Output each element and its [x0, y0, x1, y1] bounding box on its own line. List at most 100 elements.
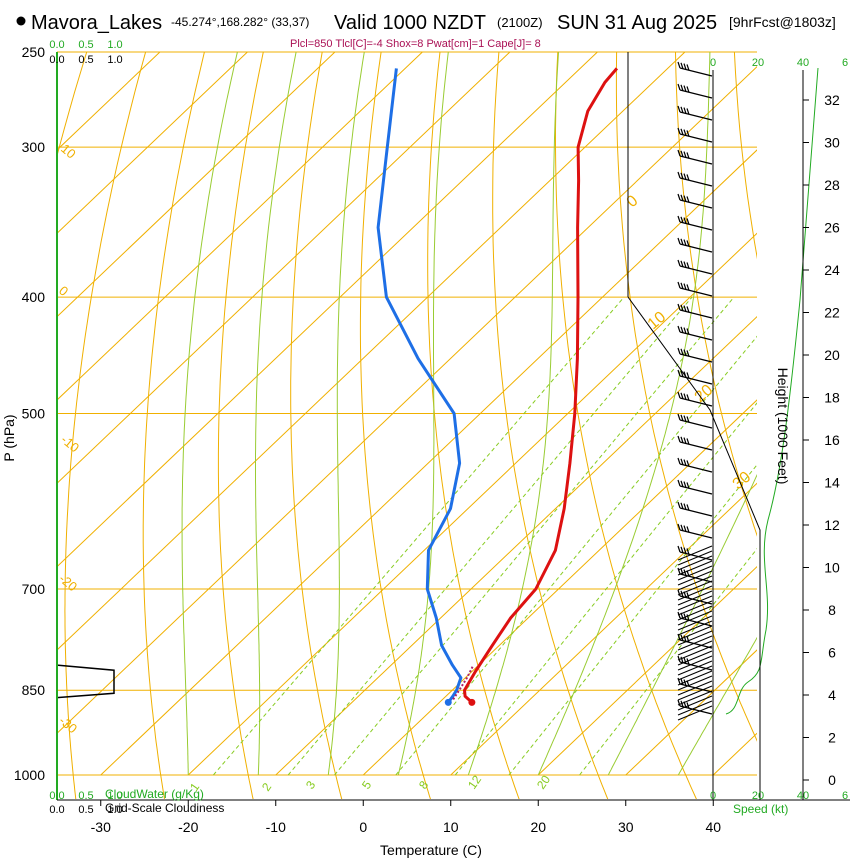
- pressure-tick-label: 700: [22, 581, 46, 597]
- isotherm-label: 10: [58, 141, 79, 162]
- speed-label: Speed (kt): [733, 802, 788, 816]
- wind-barb-flag: [678, 260, 680, 266]
- isotherm-label: -10: [58, 432, 82, 456]
- wind-barb: [680, 68, 712, 76]
- wind-barb-flag: [678, 62, 680, 68]
- pressure-tick-label: 1000: [14, 767, 45, 783]
- x-axis-label: Temperature (C): [380, 842, 482, 858]
- wind-barb-flag: [678, 172, 680, 178]
- wind-barb-flag: [678, 216, 680, 222]
- dry-adiabat-line: [218, 31, 268, 801]
- temperature-line: [465, 68, 617, 702]
- height-tick-label: 12: [824, 517, 840, 533]
- pressure-tick-label: 250: [22, 44, 46, 60]
- cloudwater-label: CloudWater (g/Kg): [105, 787, 204, 801]
- pressure-tick-label: 500: [22, 406, 46, 422]
- panel-divider-lower: [628, 297, 760, 800]
- wind-barb-flag: [678, 436, 680, 442]
- wind-barb: [680, 310, 712, 318]
- wind-barb-flag: [678, 238, 680, 244]
- speed-tick-label-bottom: 20: [752, 790, 764, 802]
- wind-barb-flag: [678, 194, 680, 200]
- pressure-tick-label: 850: [22, 682, 46, 698]
- mixing-ratio-line: [335, 297, 734, 775]
- speed-tick-label-bottom: 0: [710, 790, 716, 802]
- dewpoint-line: [378, 68, 461, 702]
- sounding-profiles: [378, 68, 617, 705]
- wind-barb-flag: [678, 502, 680, 508]
- dry-adiabat-line: [143, 31, 210, 801]
- dry-adiabat-line: [291, 31, 342, 801]
- wind-barb-flag: [678, 326, 680, 332]
- mixing-ratio-label: 3: [303, 778, 318, 792]
- wind-barb: [680, 508, 712, 516]
- height-axis-label: Height (1000 Feet): [775, 368, 791, 485]
- valid-date: SUN 31 Aug 2025: [557, 12, 717, 34]
- wind-barb: [680, 486, 712, 494]
- dry-adiabat-label: 10: [645, 309, 670, 334]
- isotherm-label: -20: [56, 571, 80, 595]
- wind-barb: [680, 178, 712, 186]
- dry-adiabat-line: [428, 31, 520, 801]
- wind-barb: [680, 354, 712, 362]
- height-tick-label: 32: [824, 92, 840, 108]
- wind-barb-flag: [678, 392, 680, 398]
- cloudiness-tick-label-bottom: 0.0: [49, 804, 64, 816]
- pressure-tick-label: 300: [22, 139, 46, 155]
- speed-tick-label-top: 0: [710, 57, 716, 69]
- mixing-ratio-line: [288, 297, 692, 775]
- cloudiness-panel: [57, 665, 114, 698]
- height-tick-label: 8: [828, 602, 836, 618]
- mixing-ratio-line: [396, 297, 790, 775]
- cloudwater-tick-label-top: 0.5: [78, 39, 93, 51]
- temperature-tick-label: 10: [443, 819, 459, 835]
- temperature-line-surface-point: [468, 699, 475, 706]
- height-tick-label: 28: [824, 177, 840, 193]
- cloudiness-trace: [57, 665, 114, 698]
- height-tick-label: 18: [824, 390, 840, 406]
- speed-tick-label-top: 20: [752, 57, 764, 69]
- cloudiness-tick-label-top: 1.0: [107, 54, 122, 66]
- cloudiness-tick-label-top: 0.0: [49, 54, 64, 66]
- cloudwater-tick-label-bottom: 0.0: [49, 790, 64, 802]
- station-coords: -45.274°,168.282° (33,37): [171, 15, 309, 29]
- wind-barb-flag: [678, 480, 680, 486]
- wind-barb: [680, 112, 712, 120]
- height-tick-label: 14: [824, 475, 840, 491]
- temperature-tick-label: 20: [530, 819, 546, 835]
- speed-tick-label-bottom: 40: [797, 790, 809, 802]
- speed-tick-label-top: 40: [797, 57, 809, 69]
- dry-adiabat-line: [792, 31, 850, 801]
- mixing-ratio-label: 8: [416, 778, 431, 792]
- height-tick-label: 22: [824, 305, 840, 321]
- height-tick-label: 20: [824, 347, 840, 363]
- height-tick-label: 6: [828, 645, 836, 661]
- station-marker-icon: [17, 17, 26, 26]
- wind-barb: [680, 420, 712, 428]
- wind-barb-flag: [678, 414, 680, 420]
- y-axis-label: P (hPa): [1, 414, 17, 461]
- temperature-tick-label: -30: [91, 819, 111, 835]
- cloudiness-tick-label-bottom: 0.5: [78, 804, 93, 816]
- wind-panel: [678, 62, 818, 800]
- cloudwater-tick-label-bottom: 0.5: [78, 790, 93, 802]
- speed-tick-label-top: 6: [842, 57, 848, 69]
- height-tick-label: 4: [828, 687, 836, 703]
- isotherm-label: -30: [56, 713, 80, 737]
- wind-barb-flag: [678, 458, 680, 464]
- dry-adiabat-line: [493, 31, 609, 801]
- temperature-tick-label: 40: [705, 819, 721, 835]
- wind-barb-flag: [678, 282, 680, 288]
- isotherm-label: 0: [56, 283, 71, 299]
- cloudiness-label: Grid-Scale Cloudiness: [105, 801, 224, 815]
- temperature-tick-label: -20: [178, 819, 198, 835]
- height-tick-label: 10: [824, 560, 840, 576]
- temperature-tick-label: 0: [359, 819, 367, 835]
- mixing-ratio-label: 5: [359, 778, 374, 792]
- wind-speed-trace: [726, 68, 818, 714]
- isotherm-line: [801, 52, 850, 775]
- valid-time: Valid 1000 NZDT: [334, 12, 486, 34]
